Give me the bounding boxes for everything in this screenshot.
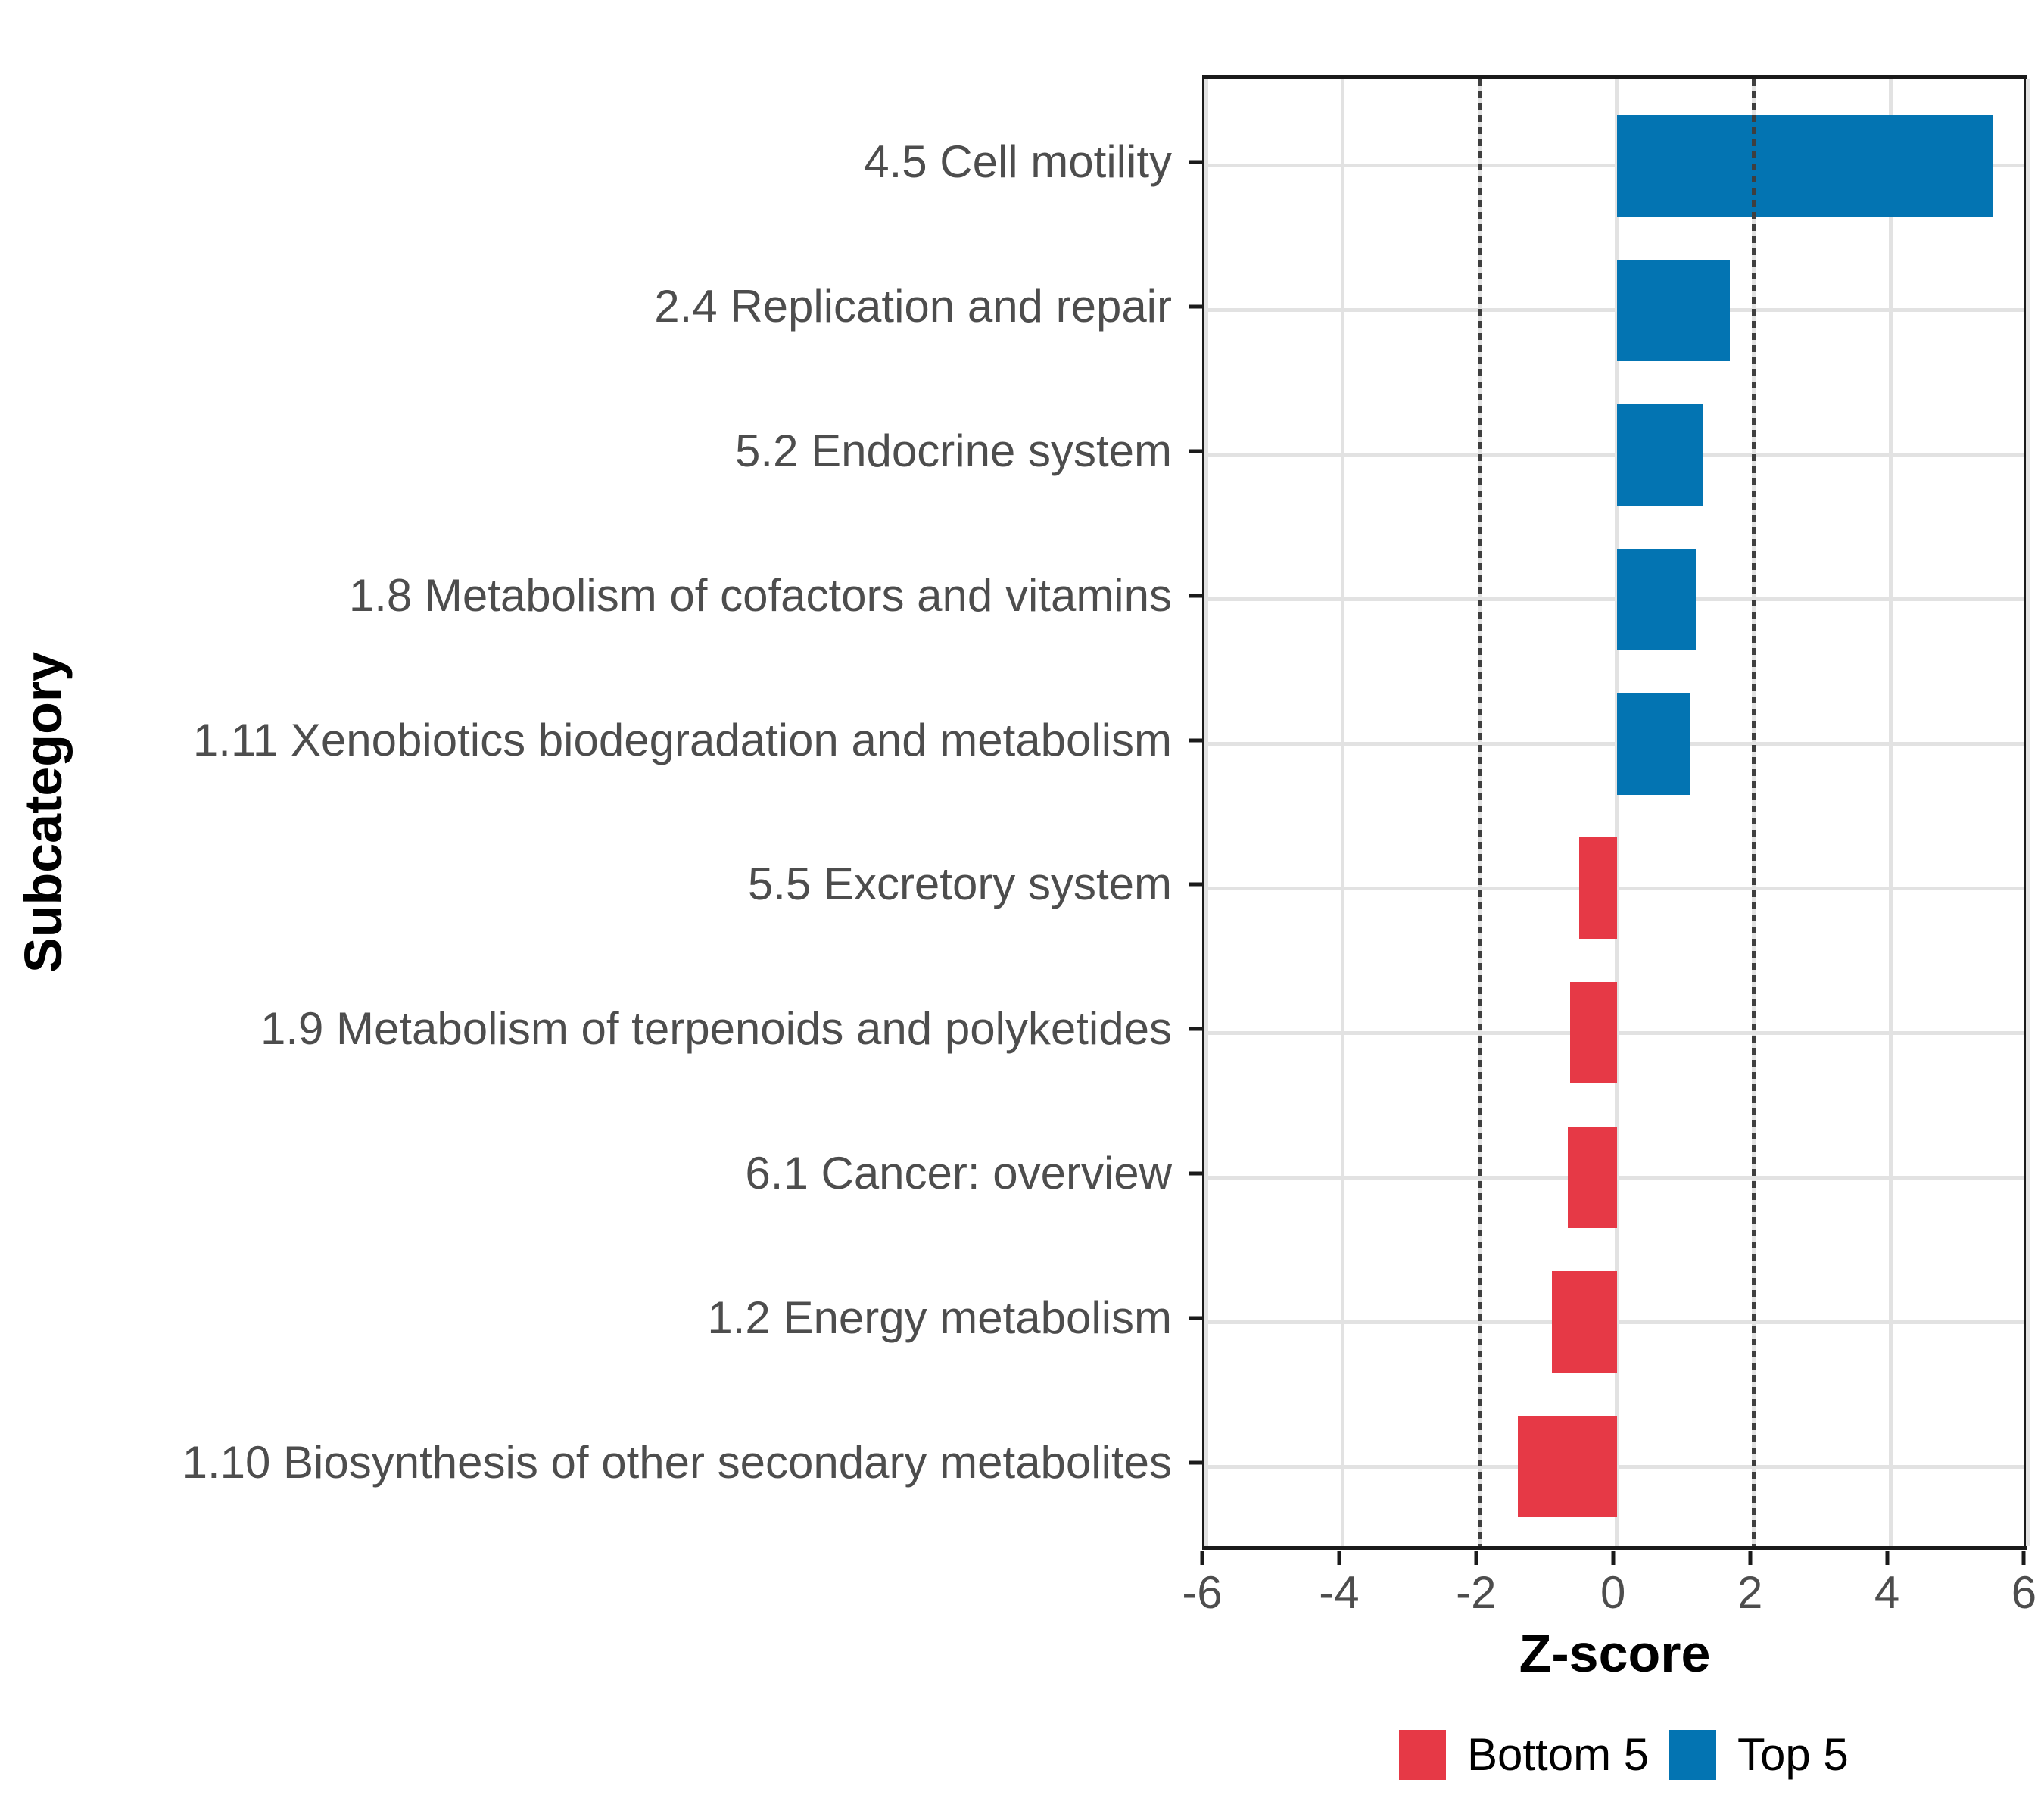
reference-line-2: [1752, 79, 1756, 1546]
bar-10: [1517, 1416, 1617, 1518]
bar-7: [1570, 982, 1617, 1084]
x-tick-mark--2: [1474, 1551, 1478, 1565]
y-tick-label-9: 1.2 Energy metabolism: [707, 1292, 1172, 1344]
bar-8: [1567, 1127, 1617, 1229]
gridline-y-row4: [1206, 597, 2024, 602]
gridline-x--6: [1204, 79, 1208, 1546]
legend-item-top5: Top 5: [1669, 1730, 1849, 1780]
x-axis-title: Z-score: [1519, 1624, 1711, 1683]
y-tick-mark-4: [1189, 594, 1202, 598]
bar-5: [1616, 693, 1691, 795]
gridline-y-row1: [1206, 164, 2024, 168]
gridline-y-row3: [1206, 453, 2024, 457]
y-tick-label-4: 1.8 Metabolism of cofactors and vitamins: [348, 569, 1172, 621]
x-tick-mark--6: [1200, 1551, 1204, 1565]
reference-line--2: [1478, 79, 1482, 1546]
x-tick-label-2: 2: [1737, 1567, 1763, 1618]
legend: Bottom 5 Top 5: [0, 1730, 2044, 1783]
gridline-x-0: [1615, 79, 1619, 1546]
gridline-y-row2: [1206, 308, 2024, 313]
bar-9: [1551, 1271, 1617, 1373]
gridline-x-6: [2025, 79, 2030, 1546]
y-tick-label-7: 1.9 Metabolism of terpenoids and polyket…: [260, 1003, 1172, 1055]
y-tick-mark-2: [1189, 304, 1202, 309]
y-tick-label-10: 1.10 Biosynthesis of other secondary met…: [182, 1437, 1172, 1488]
y-tick-mark-3: [1189, 449, 1202, 453]
y-tick-mark-6: [1189, 882, 1202, 887]
y-tick-label-3: 5.2 Endocrine system: [735, 425, 1172, 476]
bar-4: [1616, 548, 1696, 650]
y-tick-mark-1: [1189, 160, 1202, 164]
y-tick-label-2: 2.4 Replication and repair: [654, 280, 1172, 332]
y-tick-mark-10: [1189, 1460, 1202, 1465]
x-tick-label--2: -2: [1456, 1567, 1497, 1618]
x-tick-label-6: 6: [2011, 1567, 2037, 1618]
x-tick-label-0: 0: [1600, 1567, 1626, 1618]
x-tick-label-4: 4: [1874, 1567, 1900, 1618]
y-tick-label-6: 5.5 Excretory system: [747, 859, 1172, 910]
bar-2: [1616, 259, 1730, 361]
x-tick-mark-2: [1748, 1551, 1753, 1565]
x-tick-label--4: -4: [1319, 1567, 1360, 1618]
bar-6: [1578, 837, 1617, 940]
gridline-x--4: [1341, 79, 1345, 1546]
y-tick-mark-9: [1189, 1316, 1202, 1320]
x-tick-mark-0: [1611, 1551, 1616, 1565]
y-axis-title: Subcategory: [14, 652, 73, 973]
x-tick-label--6: -6: [1182, 1567, 1223, 1618]
gridline-x-4: [1889, 79, 1893, 1546]
plot-panel: [1202, 75, 2030, 1550]
bar-3: [1616, 404, 1703, 506]
y-tick-mark-5: [1189, 738, 1202, 742]
x-tick-mark-4: [1885, 1551, 1890, 1565]
y-tick-label-8: 6.1 Cancer: overview: [745, 1148, 1172, 1199]
y-tick-label-5: 1.11 Xenobiotics biodegradation and meta…: [192, 714, 1172, 765]
x-tick-mark-6: [2021, 1551, 2026, 1565]
y-tick-label-1: 4.5 Cell motility: [864, 136, 1172, 187]
legend-item-bottom5: Bottom 5: [1399, 1730, 1649, 1780]
x-tick-mark--4: [1337, 1551, 1341, 1565]
gridline-y-row5: [1206, 742, 2024, 746]
y-tick-mark-8: [1189, 1171, 1202, 1176]
legend-swatch-bottom5: [1399, 1730, 1446, 1780]
legend-swatch-top5: [1669, 1730, 1716, 1780]
bar-1: [1616, 114, 1994, 217]
legend-label-top5: Top 5: [1737, 1729, 1849, 1780]
legend-label-bottom5: Bottom 5: [1467, 1729, 1650, 1780]
y-tick-mark-7: [1189, 1027, 1202, 1031]
